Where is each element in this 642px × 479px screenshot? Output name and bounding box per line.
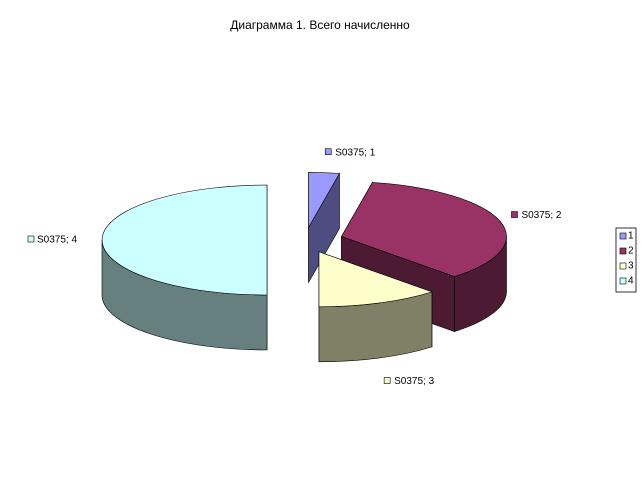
data-label: S0375; 1: [335, 147, 375, 158]
label-key: [27, 235, 35, 243]
slice-top: [101, 184, 268, 296]
legend-label: 4: [628, 276, 634, 287]
legend-label: 1: [628, 231, 634, 242]
legend-key: [619, 277, 627, 285]
data-label: S0375; 2: [521, 210, 561, 221]
pie: [101, 172, 507, 363]
label-key: [383, 377, 391, 384]
data-label: S0375; 4: [37, 235, 77, 246]
legend-label: 2: [628, 246, 634, 257]
slice-top: [341, 182, 507, 277]
legend-key: [619, 232, 627, 240]
chart-title: Диаграмма 1. Всего начисленно: [230, 18, 410, 32]
label-key: [511, 211, 518, 218]
slice-top: [308, 172, 340, 229]
data-labels: S0375; 1 S0375; 2 S0375; 3 S0375; 4: [27, 147, 562, 387]
slice-top: [318, 251, 433, 308]
legend-label: 3: [628, 261, 634, 272]
legend: 1 2 3 4: [619, 231, 634, 287]
label-key: [324, 148, 332, 156]
legend-box: [615, 227, 637, 293]
data-label: S0375; 3: [394, 376, 434, 387]
legend-key: [619, 262, 627, 270]
legend-key: [619, 247, 627, 255]
